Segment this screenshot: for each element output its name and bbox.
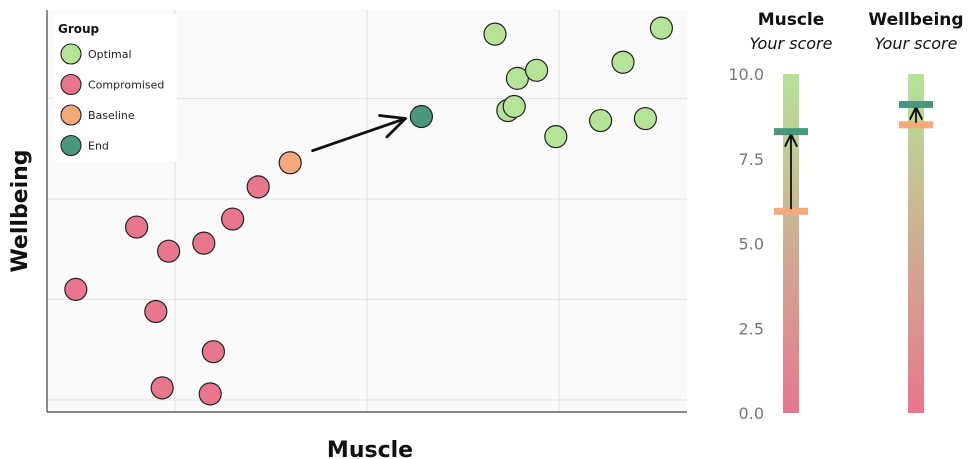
- arrow-head: [378, 114, 407, 139]
- gauge-subtitle: Your score: [875, 34, 958, 53]
- scatter-point-compromised: [150, 376, 174, 400]
- gauge-bar: [783, 74, 799, 413]
- scatter-point-optimal: [524, 58, 549, 82]
- x-axis-title: Muscle: [327, 438, 413, 459]
- legend: Group Optimal Compromised Baseline End: [53, 14, 177, 162]
- gauge-title: Wellbeing: [868, 10, 963, 30]
- gauge-end-marker: [774, 128, 808, 136]
- legend-label-compromised: Compromised: [88, 79, 164, 92]
- gauge-tick-label: 0.0: [739, 404, 764, 423]
- gauge-tick-label: 2.5: [739, 319, 764, 338]
- legend-marker-baseline: [60, 104, 82, 126]
- legend-title: Group: [58, 22, 100, 36]
- legend-marker-compromised: [60, 73, 82, 96]
- scatter-point-optimal: [633, 106, 658, 131]
- scatter-point-compromised: [125, 215, 149, 239]
- gauge-tick-label: 10.0: [728, 65, 764, 84]
- gauge-muscle: Muscle Your score: [750, 10, 833, 413]
- legend-label-end: End: [88, 140, 109, 153]
- movement-arrow: [311, 114, 407, 153]
- scatter-points: [64, 16, 674, 406]
- gauge-tick-label: 5.0: [739, 235, 764, 254]
- scatter-point-optimal: [502, 94, 526, 119]
- legend-label-baseline: Baseline: [88, 109, 135, 122]
- scatter-point-compromised: [246, 175, 270, 199]
- gauge-subtitle: Your score: [750, 34, 833, 53]
- gauges: Muscle Your score Wellbeing Your score: [750, 10, 964, 413]
- gauge-baseline-marker: [899, 121, 933, 129]
- scatter-point-baseline: [278, 151, 302, 175]
- scatter-point-compromised: [64, 277, 88, 301]
- scatter-point-compromised: [144, 299, 168, 324]
- gauge-bar: [908, 74, 924, 413]
- arrow-shaft: [311, 117, 407, 153]
- scatter-point-optimal: [483, 22, 507, 46]
- scatter-point-optimal: [649, 16, 674, 40]
- legend-marker-end: [60, 134, 82, 157]
- scatter-panel: Group Optimal Compromised Baseline End Musc…: [8, 10, 687, 459]
- scatter-point-compromised: [201, 340, 225, 364]
- gauge-wellbeing: Wellbeing Your score: [868, 10, 964, 413]
- scatter-point-optimal: [588, 108, 613, 133]
- gauge-title: Muscle: [758, 10, 825, 30]
- gauge-baseline-marker: [774, 207, 808, 215]
- y-axis-title: Wellbeing: [8, 149, 33, 272]
- scatter-point-compromised: [192, 231, 216, 255]
- legend-marker-optimal: [60, 43, 82, 65]
- scatter-point-optimal: [611, 50, 635, 74]
- gauge-tick-label: 7.5: [739, 150, 764, 169]
- gauge-end-marker: [899, 101, 933, 109]
- scatter-point-compromised: [157, 239, 181, 263]
- legend-label-optimal: Optimal: [88, 48, 132, 61]
- scatter-point-compromised: [221, 207, 245, 231]
- scatter-point-end: [409, 104, 433, 129]
- legend-entries: Optimal Compromised Baseline End: [60, 43, 164, 157]
- scatter-point-compromised: [198, 382, 222, 406]
- scatter-point-optimal: [544, 125, 568, 149]
- gauge-tick-labels: 10.0 7.5 5.0 2.5 0.0: [728, 65, 764, 423]
